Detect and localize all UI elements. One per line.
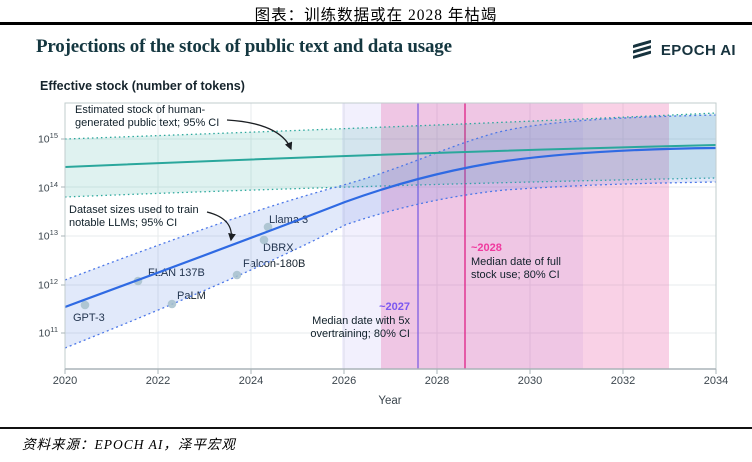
datasets-annotation: Dataset sizes used to train notable LLMs… (69, 204, 199, 230)
overtraining-annotation: Median date with 5x overtraining; 80% CI (310, 315, 410, 340)
model-label-gpt3: GPT-3 (73, 312, 105, 324)
overtraining-year-tag: ~2027 (379, 301, 410, 313)
dataset-ci-upper-edge (64, 114, 717, 281)
x-tick-label: 2032 (610, 375, 636, 387)
stock-ci-lower-edge (64, 177, 717, 198)
datasets-annotation-line2: notable LLMs; 95% CI (69, 217, 178, 229)
point-falcon (232, 270, 242, 280)
point-flan (133, 276, 143, 286)
report-banner-title: 图表：训练数据或在 2028 年枯竭 (254, 7, 498, 24)
y-axis-title: Effective stock (number of tokens) (40, 79, 245, 93)
x-tick-label: 2030 (517, 375, 543, 387)
datasets-annotation-arrow (206, 211, 236, 242)
stock-annotation-arrow (226, 119, 293, 151)
y-tick-label: 1014 (37, 180, 58, 195)
model-label-falcon: Falcon-180B (243, 258, 306, 270)
bottom-divider (0, 427, 752, 429)
x-tick-label: 2024 (238, 375, 264, 387)
model-label-flan: FLAN 137B (148, 267, 205, 279)
stock-annotation: Estimated stock of human- generated publ… (75, 104, 219, 130)
y-tick-label: 1011 (38, 325, 58, 340)
x-tick-label: 2020 (52, 375, 78, 387)
point-palm (167, 299, 177, 309)
epoch-ai-logo: EPOCH AI (632, 39, 736, 60)
top-divider (0, 22, 752, 25)
x-tick-label: 2026 (331, 375, 357, 387)
model-label-dbrx: DBRX (263, 242, 294, 254)
full-stock-year-tag: ~2028 (471, 242, 502, 254)
full-stock-annotation: Median date of full stock use; 80% CI (471, 256, 561, 281)
epoch-logo-text: EPOCH AI (660, 41, 736, 59)
model-label-palm: PaLM (177, 290, 206, 302)
chart-title: Projections of the stock of public text … (36, 36, 452, 57)
dataset-ci-fill (65, 115, 716, 348)
epoch-logo-icon (632, 39, 654, 60)
x-axis-title: Year (378, 395, 402, 407)
y-tick-label: 1012 (37, 277, 58, 292)
stock-median-line (64, 144, 717, 168)
model-label-llama3: Llama 3 (269, 214, 309, 226)
stock-annotation-line1: Estimated stock of human- (75, 104, 206, 116)
x-tick-label: 2022 (145, 375, 171, 387)
source-note: 资料来源：EPOCH AI，泽平宏观 (22, 437, 236, 452)
stock-annotation-line2: generated public text; 95% CI (75, 117, 220, 129)
datasets-annotation-line1: Dataset sizes used to train (69, 204, 199, 216)
x-tick-label: 2034 (703, 375, 729, 387)
x-tick-label: 2028 (424, 375, 450, 387)
point-gpt3 (80, 300, 90, 310)
y-tick-label: 1015 (37, 131, 58, 146)
full-stock-ci-band (381, 103, 669, 369)
y-tick-label: 1013 (37, 228, 58, 243)
